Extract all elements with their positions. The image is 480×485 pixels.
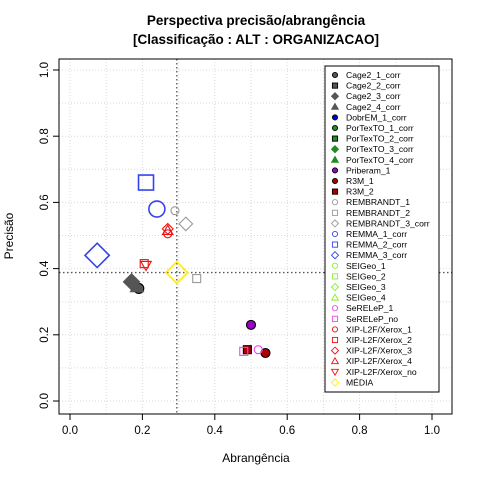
legend-marker [331, 135, 339, 142]
legend-marker [330, 356, 340, 365]
legend-marker [330, 378, 340, 387]
legend-marker [331, 209, 339, 216]
chart-title: Perspectiva precisão/abrangência [147, 13, 366, 28]
legend-label: REMMA_2_corr [346, 240, 407, 250]
y-tick-label: 0.6 [39, 194, 51, 210]
x-axis-label: Abrangência [222, 451, 290, 465]
legend-label: SEIGeo_2 [346, 271, 386, 281]
x-tick-label: 0.4 [207, 425, 224, 437]
y-tick-label: 0.2 [39, 327, 51, 343]
x-tick-label: 0.0 [62, 425, 78, 437]
data-point [253, 345, 263, 355]
data-point [163, 229, 173, 239]
legend-box [324, 65, 440, 393]
legend-label: Cage2_4_corr [346, 102, 401, 112]
legend-marker [331, 326, 339, 333]
legend-label: Priberam_1 [346, 165, 391, 175]
legend-marker [330, 155, 340, 163]
legend-label: PorTexTO_2_corr [346, 134, 414, 144]
y-tick-label: 0.0 [39, 393, 51, 409]
data-point [164, 260, 189, 285]
legend-marker [331, 273, 339, 280]
x-tick-label: 1.0 [424, 425, 440, 437]
data-point [245, 319, 257, 330]
x-tick-label: 0.2 [134, 425, 150, 437]
legend-marker [331, 124, 339, 132]
data-point [239, 346, 249, 356]
x-tick-label: 0.6 [279, 425, 295, 437]
data-points [83, 174, 271, 359]
legend-label: Cage2_1_corr [346, 70, 401, 80]
y-tick-label: 0.4 [39, 260, 51, 277]
legend-label: XIP-L2F/Xerox_4 [346, 356, 412, 366]
legend-label: REMMA_1_corr [346, 229, 407, 239]
legend-marker [331, 71, 339, 79]
legend-marker [330, 251, 340, 260]
data-point [192, 273, 202, 284]
legend-label: SeRELeP_1 [346, 303, 394, 313]
legend-label: MÉDIA [346, 377, 373, 387]
data-point [170, 206, 180, 216]
legend-marker [331, 177, 339, 185]
legend-marker [331, 82, 339, 89]
legend-label: PorTexTO_4_corr [346, 155, 414, 165]
legend-marker [331, 230, 339, 238]
legend-label: SeRELeP_no [346, 314, 398, 324]
legend-label: REMMA_3_corr [346, 250, 407, 260]
data-point [148, 200, 166, 218]
legend-marker [330, 219, 340, 228]
legend-label: Cage2_3_corr [346, 91, 401, 101]
legend-marker [331, 188, 339, 195]
legend-marker [331, 336, 339, 344]
legend-label: REMBRANDT_2 [346, 208, 410, 218]
y-axis-label: Precisão [2, 212, 16, 259]
legend-label: DobrEM_1_corr [346, 112, 407, 122]
legend-label: SEIGeo_1 [346, 261, 386, 271]
legend-label: XIP-L2F/Xerox_no [346, 367, 417, 377]
legend-label: PorTexTO_1_corr [346, 123, 414, 133]
legend-marker [331, 199, 339, 206]
data-point [137, 174, 155, 191]
legend-marker [331, 262, 339, 269]
axes: 0.0 0.2 0.4 0.6 0.8 1.0 0.0 0.2 0.4 0.6 0.8 1.0 [39, 62, 440, 437]
y-tick-label: 1.0 [39, 62, 51, 78]
legend-label: R3M_1 [346, 176, 374, 186]
legend-marker [330, 102, 340, 110]
legend-marker [331, 167, 339, 174]
data-point [161, 224, 174, 235]
legend-marker [330, 293, 340, 301]
legend-marker [331, 305, 339, 312]
legend-marker [330, 282, 340, 292]
legend-label: XIP-L2F/Xerox_2 [346, 335, 412, 345]
legend-label: SEIGeo_3 [346, 282, 386, 292]
plot-frame [58, 58, 453, 415]
legend-label: SEIGeo_4 [346, 293, 386, 303]
data-point [83, 242, 111, 269]
legend-marker [330, 368, 340, 377]
legend: Cage2_1_corrCage2_2_corrCage2_3_corrCage… [324, 65, 440, 393]
y-tick-label: 0.8 [39, 128, 51, 144]
legend-label: R3M_2 [346, 187, 374, 197]
data-point [139, 260, 153, 272]
data-point [129, 279, 145, 293]
legend-marker [331, 241, 339, 248]
legend-marker [330, 145, 340, 154]
legend-label: PorTexTO_3_corr [346, 144, 414, 154]
legend-label: XIP-L2F/Xerox_1 [346, 324, 412, 334]
legend-label: REMBRANDT_1 [346, 197, 410, 207]
legend-label: REMBRANDT_3_corr [346, 218, 430, 228]
legend-marker [331, 114, 339, 121]
x-tick-label: 0.8 [352, 425, 368, 437]
legend-marker [330, 346, 340, 355]
legend-label: Cage2_2_corr [346, 81, 401, 91]
chart-subtitle: [Classificação : ALT : ORGANIZACAO] [133, 32, 379, 47]
legend-label: XIP-L2F/Xerox_3 [346, 346, 412, 356]
data-point [178, 216, 194, 232]
legend-marker [331, 315, 339, 322]
reference-lines [59, 59, 452, 414]
legend-marker [330, 92, 340, 101]
